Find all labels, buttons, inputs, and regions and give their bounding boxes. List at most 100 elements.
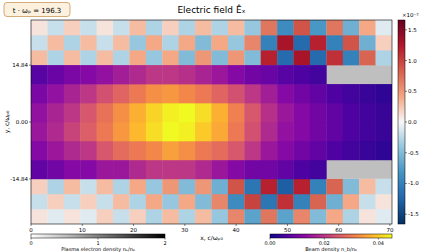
colorbar-tick-label: -1.0 bbox=[408, 180, 419, 186]
heat-cell bbox=[359, 141, 376, 160]
heat-cell bbox=[310, 122, 327, 141]
colorbar-tick bbox=[405, 91, 407, 92]
heat-cell bbox=[244, 179, 261, 194]
heat-cell bbox=[64, 65, 81, 84]
heat-cell bbox=[212, 194, 229, 209]
heat-cell bbox=[179, 194, 196, 209]
heat-cell bbox=[310, 160, 327, 179]
heat-cell bbox=[80, 35, 97, 50]
colorbar-tick-label: -0.5 bbox=[408, 150, 419, 156]
heat-cell bbox=[195, 84, 212, 103]
x-tick-label: 20 bbox=[130, 227, 137, 233]
heat-cell bbox=[343, 209, 360, 224]
heat-cell bbox=[359, 50, 376, 65]
heat-cell bbox=[31, 160, 48, 179]
heat-cell bbox=[113, 141, 130, 160]
heat-cell bbox=[228, 65, 245, 84]
heat-cell bbox=[97, 122, 114, 141]
heat-cell bbox=[195, 103, 212, 122]
heat-cell bbox=[129, 141, 146, 160]
heat-cell bbox=[376, 194, 392, 209]
heat-cell bbox=[64, 160, 81, 179]
heat-cell bbox=[277, 50, 294, 65]
heat-cell bbox=[228, 179, 245, 194]
heat-cell bbox=[80, 209, 97, 224]
heat-cell bbox=[294, 50, 311, 65]
heat-cell bbox=[64, 141, 81, 160]
heat-cell bbox=[113, 50, 130, 65]
heat-cell bbox=[47, 122, 64, 141]
y-tick bbox=[29, 122, 31, 123]
heat-cell bbox=[261, 84, 278, 103]
heat-cell bbox=[47, 209, 64, 224]
heat-cell bbox=[47, 65, 64, 84]
x-tick-label: 0 bbox=[29, 227, 33, 233]
heat-cell bbox=[195, 209, 212, 224]
heat-cell bbox=[146, 122, 163, 141]
x-tick-label: 30 bbox=[181, 227, 188, 233]
heat-cell bbox=[277, 179, 294, 194]
heat-cell bbox=[326, 209, 343, 224]
plasma-density-band bbox=[31, 65, 392, 179]
heat-cell bbox=[146, 179, 163, 194]
heat-cell bbox=[31, 209, 48, 224]
heat-cell bbox=[64, 20, 81, 35]
y-tick bbox=[29, 65, 31, 66]
heat-cell bbox=[162, 160, 179, 179]
x-tick-label: 70 bbox=[386, 227, 393, 233]
heat-cell bbox=[129, 122, 146, 141]
heat-cell bbox=[64, 35, 81, 50]
heat-cell bbox=[31, 65, 48, 84]
colorbar-tick-label: 2 bbox=[163, 240, 166, 246]
heat-cell bbox=[179, 84, 196, 103]
heat-cell bbox=[47, 103, 64, 122]
heat-cell bbox=[244, 84, 261, 103]
heat-cell bbox=[195, 50, 212, 65]
time-box bbox=[4, 3, 70, 17]
heat-cell bbox=[343, 141, 360, 160]
heat-cell bbox=[359, 209, 376, 224]
heat-cell bbox=[162, 141, 179, 160]
heat-cell bbox=[294, 65, 311, 84]
heat-cell bbox=[129, 50, 146, 65]
heat-cell bbox=[97, 20, 114, 35]
heat-cell bbox=[129, 20, 146, 35]
heat-cell bbox=[261, 160, 278, 179]
heat-cell bbox=[129, 35, 146, 50]
heat-cell bbox=[97, 209, 114, 224]
heat-cell bbox=[310, 194, 327, 209]
heat-cell bbox=[179, 122, 196, 141]
heat-cell bbox=[244, 194, 261, 209]
heat-cell bbox=[376, 141, 392, 160]
heat-cell bbox=[113, 103, 130, 122]
heat-cell bbox=[113, 160, 130, 179]
heat-cell bbox=[228, 50, 245, 65]
heat-cell bbox=[80, 103, 97, 122]
x-axis-label: x, c/ωₚ₀ bbox=[200, 234, 223, 241]
heat-cell bbox=[261, 194, 278, 209]
heat-cell bbox=[195, 65, 212, 84]
heat-cell bbox=[80, 179, 97, 194]
heat-cell bbox=[64, 50, 81, 65]
heat-cell bbox=[162, 122, 179, 141]
colorbar bbox=[270, 234, 392, 238]
heat-cell bbox=[31, 35, 48, 50]
heat-cell bbox=[64, 103, 81, 122]
heat-cell bbox=[31, 50, 48, 65]
heat-cell bbox=[31, 141, 48, 160]
heat-cell bbox=[294, 35, 311, 50]
heat-cell bbox=[261, 50, 278, 65]
x-tick-label: 60 bbox=[335, 227, 342, 233]
heat-cell bbox=[146, 50, 163, 65]
heat-cell bbox=[162, 84, 179, 103]
heat-cell bbox=[359, 194, 376, 209]
heat-cell bbox=[80, 84, 97, 103]
ex-colorbar bbox=[398, 20, 405, 224]
heat-cell bbox=[97, 103, 114, 122]
heat-cell bbox=[64, 122, 81, 141]
heat-cell bbox=[113, 179, 130, 194]
heat-cell bbox=[179, 209, 196, 224]
heat-cell bbox=[343, 50, 360, 65]
heat-cell bbox=[212, 141, 229, 160]
heat-cell bbox=[212, 84, 229, 103]
